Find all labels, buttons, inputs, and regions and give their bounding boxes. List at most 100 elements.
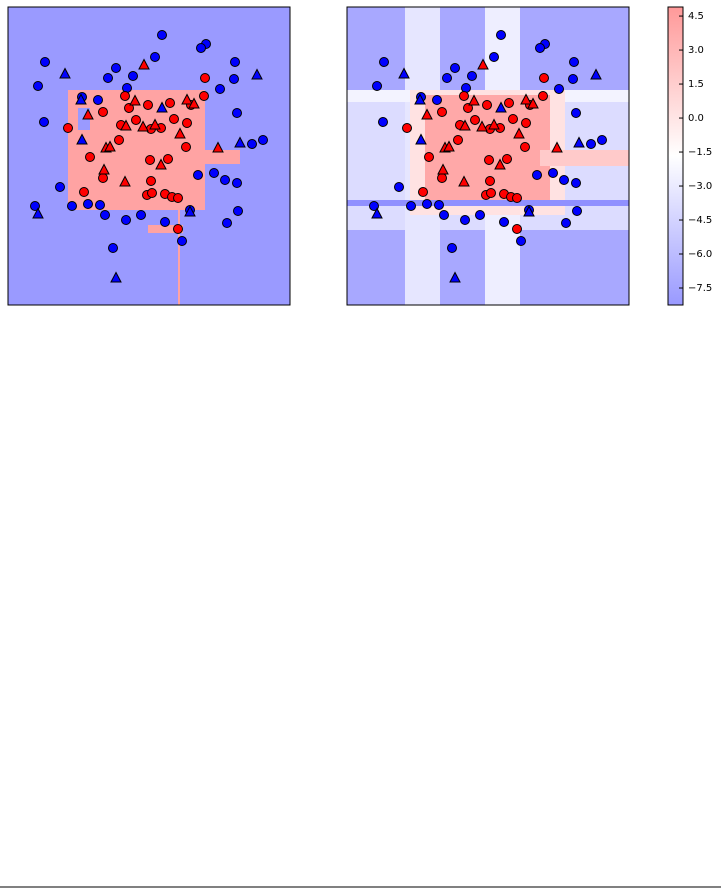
circle-point <box>83 199 93 209</box>
triangle-point <box>119 175 131 187</box>
circle-point <box>437 107 447 117</box>
circle-point <box>486 188 496 198</box>
circle-point <box>165 98 175 108</box>
colorbar-tick-label: −3.0 <box>688 181 712 192</box>
circle-point <box>447 243 457 253</box>
triangle-point <box>371 207 383 219</box>
colorbar-tick-label: −4.5 <box>688 215 712 226</box>
circle-point <box>182 118 192 128</box>
circle-point <box>496 30 506 40</box>
circle-point <box>160 217 170 227</box>
circle-point <box>67 201 77 211</box>
left-frame <box>7 6 291 306</box>
colorbar-tick-label: 4.5 <box>688 11 704 22</box>
circle-point <box>369 201 379 211</box>
circle-point <box>222 218 232 228</box>
triangle-point <box>32 207 44 219</box>
circle-point <box>516 236 526 246</box>
circle-point <box>163 154 173 164</box>
triangle-point <box>155 158 167 170</box>
circle-point <box>422 199 432 209</box>
colorbar-tick-label: −1.5 <box>688 147 712 158</box>
circle-point <box>55 182 65 192</box>
circle-point <box>215 84 225 94</box>
circle-point <box>145 155 155 165</box>
circle-point <box>173 224 183 234</box>
triangle-point <box>476 120 488 132</box>
circle-point <box>169 114 179 124</box>
triangle-point <box>149 118 161 130</box>
circle-point <box>467 71 477 81</box>
colorbar-tick-label: 1.5 <box>688 79 704 90</box>
circle-point <box>63 123 73 133</box>
circle-point <box>196 43 206 53</box>
circle-point <box>378 117 388 127</box>
circle-point <box>200 73 210 83</box>
circle-point <box>571 108 581 118</box>
circle-point <box>460 215 470 225</box>
circle-point <box>502 154 512 164</box>
triangle-point <box>59 67 71 79</box>
circle-point <box>499 217 509 227</box>
circle-point <box>512 193 522 203</box>
circle-point <box>372 81 382 91</box>
circle-point <box>453 135 463 145</box>
circle-point <box>147 188 157 198</box>
circle-point <box>484 155 494 165</box>
circle-point <box>586 139 596 149</box>
circle-point <box>181 142 191 152</box>
circle-point <box>548 168 558 178</box>
triangle-point <box>513 127 525 139</box>
circle-point <box>85 152 95 162</box>
circle-point <box>539 73 549 83</box>
circle-point <box>199 91 209 101</box>
circle-point <box>559 175 569 185</box>
circle-point <box>131 115 141 125</box>
circle-point <box>554 84 564 94</box>
circle-point <box>247 139 257 149</box>
circle-point <box>39 117 49 127</box>
circle-point <box>521 118 531 128</box>
circle-point <box>571 178 581 188</box>
circle-point <box>233 206 243 216</box>
triangle-point <box>520 93 532 105</box>
colorbar-tick-label: 3.0 <box>688 45 704 56</box>
circle-point <box>40 57 50 67</box>
circle-point <box>121 215 131 225</box>
circle-point <box>535 43 545 53</box>
circle-point <box>136 210 146 220</box>
circle-point <box>146 176 156 186</box>
triangle-point <box>137 120 149 132</box>
circle-point <box>459 91 469 101</box>
circle-point <box>177 236 187 246</box>
triangle-point <box>174 127 186 139</box>
triangle-point <box>459 119 471 131</box>
triangle-point <box>437 163 449 175</box>
circle-point <box>568 74 578 84</box>
circle-point <box>532 170 542 180</box>
circle-point <box>114 135 124 145</box>
triangle-point <box>251 68 263 80</box>
circle-point <box>33 81 43 91</box>
circle-point <box>432 95 442 105</box>
circle-point <box>504 98 514 108</box>
circle-point <box>193 170 203 180</box>
circle-point <box>95 200 105 210</box>
circle-point <box>220 175 230 185</box>
triangle-point <box>523 205 535 217</box>
triangle-point <box>488 118 500 130</box>
triangle-point <box>421 108 433 120</box>
circle-point <box>209 168 219 178</box>
circle-point <box>424 152 434 162</box>
circle-point <box>79 187 89 197</box>
circle-point <box>120 91 130 101</box>
triangle-point <box>234 136 246 148</box>
triangle-point <box>76 133 88 145</box>
circle-point <box>232 178 242 188</box>
circle-point <box>520 142 530 152</box>
triangle-point <box>120 119 132 131</box>
triangle-point <box>494 158 506 170</box>
circle-point <box>463 103 473 113</box>
circle-point <box>124 103 134 113</box>
circle-point <box>508 114 518 124</box>
